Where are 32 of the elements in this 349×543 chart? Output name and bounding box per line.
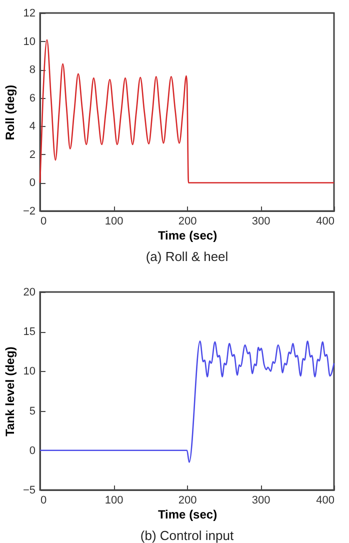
y-tick-label: 0 [29, 444, 36, 457]
y-axis-title: Roll (deg) [2, 84, 17, 140]
y-tick-label: 8 [29, 64, 36, 76]
x-tick-label: 300 [252, 494, 270, 506]
y-tick-label: 12 [23, 8, 36, 20]
y-tick-label: 20 [23, 286, 36, 298]
line-series [39, 340, 335, 463]
x-tick-label: 0 [40, 216, 47, 228]
x-tick-label: 400 [316, 494, 334, 506]
y-tick-label: −2 [22, 206, 36, 218]
x-tick-label: 400 [316, 216, 334, 228]
y-tick-label: −5 [22, 484, 36, 496]
x-tick-label: 100 [104, 494, 124, 506]
y-tick-label: 4 [29, 120, 36, 133]
x-axis-title: Time (sec) [158, 508, 218, 522]
y-tick-label: 15 [23, 326, 36, 338]
x-tick-label: 200 [178, 494, 197, 506]
text: (a) Roll & heel [146, 249, 228, 264]
x-tick-label: 0 [40, 494, 47, 506]
x-tick-label: 100 [104, 216, 124, 228]
y-tick-label: 0 [29, 177, 36, 190]
x-tick-label: 300 [252, 216, 270, 228]
x-tick-label: 200 [178, 216, 197, 228]
x-axis-title: Time (sec) [158, 228, 218, 242]
y-tick-label: 5 [29, 405, 36, 418]
line-series [39, 39, 335, 184]
text: (b) Control input [140, 528, 234, 543]
y-tick-label: 10 [23, 36, 36, 48]
y-tick-label: 2 [29, 148, 36, 161]
y-tick-label: 10 [23, 366, 36, 378]
y-axis-title: Tank level (deg) [2, 346, 17, 436]
y-tick-label: 6 [29, 92, 36, 104]
